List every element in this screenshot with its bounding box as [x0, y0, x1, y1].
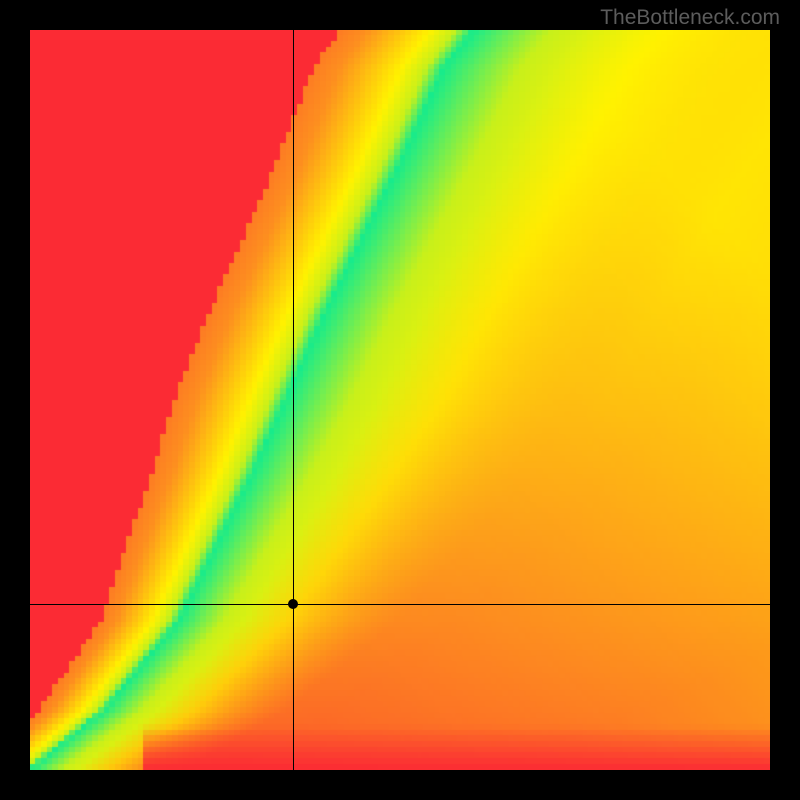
crosshair-marker	[288, 599, 298, 609]
plot-area	[30, 30, 770, 770]
bottleneck-heatmap	[30, 30, 770, 770]
crosshair-vertical-line	[293, 30, 294, 770]
watermark-text: TheBottleneck.com	[600, 6, 780, 30]
crosshair-horizontal-line	[30, 604, 770, 605]
